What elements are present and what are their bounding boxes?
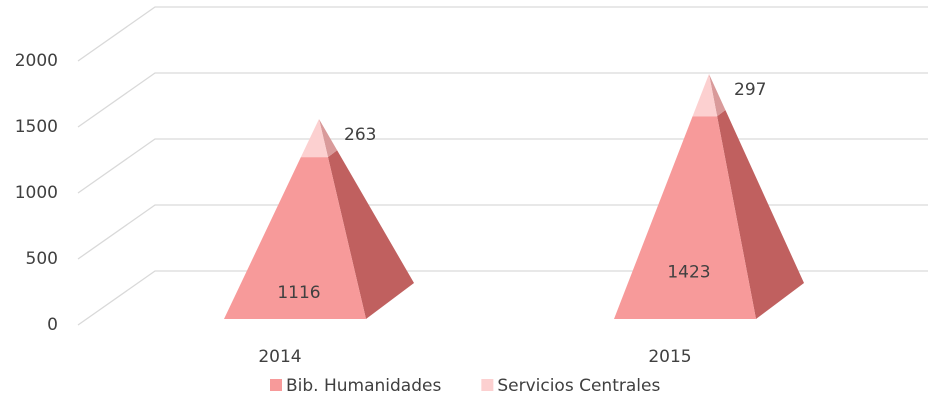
grid-line bbox=[77, 138, 928, 194]
grid-line bbox=[77, 204, 928, 260]
y-tick-label: 2000 bbox=[15, 51, 58, 71]
y-tick-label: 500 bbox=[26, 249, 58, 269]
data-label: 263 bbox=[344, 125, 376, 145]
legend-label: Bib. Humanidades bbox=[286, 376, 441, 396]
pyramid-side bbox=[319, 118, 338, 158]
data-label: 297 bbox=[734, 80, 766, 100]
pyramid-segment bbox=[300, 118, 328, 158]
x-tick-label: 2014 bbox=[258, 347, 301, 367]
pyramid-segment bbox=[614, 116, 756, 319]
grid-line bbox=[77, 72, 928, 128]
y-tick-label: 1500 bbox=[15, 117, 58, 137]
pyramid-side bbox=[327, 150, 414, 319]
data-label: 1423 bbox=[667, 263, 710, 283]
pyramid-side bbox=[717, 110, 804, 319]
y-tick-label: 0 bbox=[47, 315, 58, 335]
pyramid-side bbox=[709, 73, 726, 117]
legend-swatch bbox=[481, 379, 494, 391]
data-label: 1116 bbox=[277, 283, 320, 303]
pyramid-segment bbox=[224, 157, 366, 319]
y-tick-label: 1000 bbox=[15, 183, 58, 203]
x-tick-label: 2015 bbox=[648, 347, 691, 367]
legend-swatch bbox=[270, 379, 282, 391]
grid-line bbox=[77, 6, 928, 62]
legend-label: Servicios Centrales bbox=[497, 376, 660, 396]
pyramid-segment bbox=[692, 73, 718, 117]
